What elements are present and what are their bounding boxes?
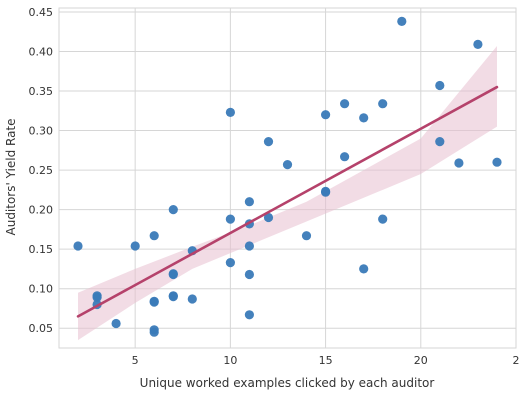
data-point <box>168 292 178 302</box>
data-point <box>225 258 235 268</box>
y-tick-label: 0.40 <box>29 45 54 58</box>
regression-line-layer <box>76 85 499 318</box>
data-point <box>149 231 159 241</box>
data-point <box>244 310 254 320</box>
y-tick-label: 0.10 <box>29 283 54 296</box>
data-point <box>92 292 102 302</box>
x-tick-label: 20 <box>414 354 428 367</box>
x-tick-label: 5 <box>132 354 139 367</box>
data-point <box>340 99 350 109</box>
data-point <box>492 157 502 167</box>
x-axis-label: Unique worked examples clicked by each a… <box>140 376 435 390</box>
data-point <box>321 187 331 197</box>
x-tick-label: 2 <box>513 354 519 367</box>
data-point <box>168 205 178 215</box>
data-point <box>187 294 197 304</box>
x-tick-label: 10 <box>223 354 237 367</box>
y-tick-label: 0.45 <box>29 6 54 19</box>
confidence-band <box>78 46 497 341</box>
data-point <box>435 137 445 147</box>
y-tick-label: 0.20 <box>29 204 54 217</box>
data-point <box>130 241 140 251</box>
data-point <box>397 16 407 26</box>
data-point <box>168 269 178 280</box>
data-point <box>435 80 445 91</box>
y-tick-labels: 0.05 0.10 0.15 0.20 0.25 0.30 0.35 0.40 0.45 <box>29 6 54 335</box>
y-tick-label: 0.15 <box>29 243 54 256</box>
data-point <box>244 269 254 280</box>
plot-frame <box>58 7 517 349</box>
data-point <box>378 214 388 224</box>
regression-line <box>76 85 499 318</box>
data-point <box>225 214 235 224</box>
x-tick-label: 15 <box>319 354 333 367</box>
data-point <box>149 327 159 337</box>
data-point <box>263 212 274 223</box>
data-point <box>225 107 235 117</box>
data-point <box>378 99 388 109</box>
data-point <box>244 197 254 207</box>
data-point <box>454 158 464 168</box>
x-tick-labels: 5 10 15 20 2 <box>132 354 519 367</box>
data-point <box>359 264 369 274</box>
data-point <box>301 231 312 241</box>
data-point <box>321 110 331 120</box>
data-point <box>282 160 293 170</box>
data-point <box>473 39 483 50</box>
data-point <box>73 241 83 251</box>
data-point <box>111 318 121 329</box>
data-point <box>340 152 350 162</box>
data-point <box>359 113 369 123</box>
data-point <box>149 297 159 307</box>
y-axis-label: Auditors' Yield Rate <box>4 118 18 235</box>
y-tick-label: 0.05 <box>29 322 54 335</box>
y-tick-label: 0.30 <box>29 125 54 138</box>
y-tick-label: 0.35 <box>29 85 54 98</box>
y-tick-label: 0.25 <box>29 164 54 177</box>
data-point <box>244 241 254 251</box>
confidence-band-layer <box>78 46 497 341</box>
data-point <box>263 137 274 147</box>
